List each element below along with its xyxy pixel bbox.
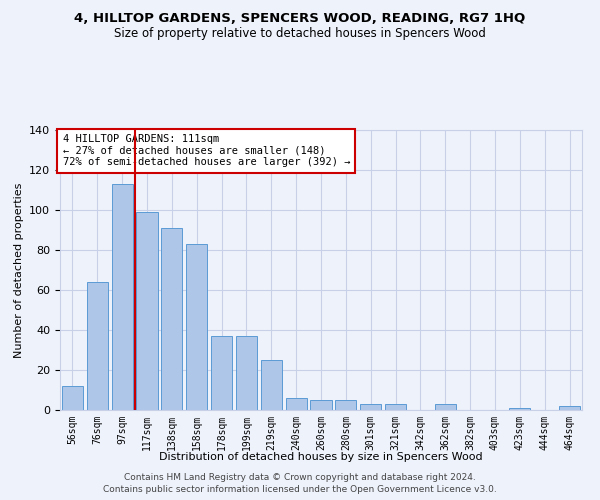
Bar bbox=[87, 282, 108, 410]
Bar bbox=[136, 212, 158, 410]
Bar bbox=[559, 406, 580, 410]
Bar bbox=[62, 386, 83, 410]
Bar bbox=[509, 408, 530, 410]
Bar bbox=[236, 336, 257, 410]
Bar bbox=[261, 360, 282, 410]
Text: Size of property relative to detached houses in Spencers Wood: Size of property relative to detached ho… bbox=[114, 28, 486, 40]
Bar bbox=[335, 400, 356, 410]
Bar bbox=[211, 336, 232, 410]
Text: Distribution of detached houses by size in Spencers Wood: Distribution of detached houses by size … bbox=[159, 452, 483, 462]
Bar bbox=[360, 404, 381, 410]
Text: 4 HILLTOP GARDENS: 111sqm
← 27% of detached houses are smaller (148)
72% of semi: 4 HILLTOP GARDENS: 111sqm ← 27% of detac… bbox=[62, 134, 350, 168]
Text: Contains HM Land Registry data © Crown copyright and database right 2024.: Contains HM Land Registry data © Crown c… bbox=[124, 472, 476, 482]
Bar bbox=[286, 398, 307, 410]
Bar bbox=[186, 244, 207, 410]
Bar bbox=[161, 228, 182, 410]
Bar bbox=[435, 404, 456, 410]
Text: Contains public sector information licensed under the Open Government Licence v3: Contains public sector information licen… bbox=[103, 485, 497, 494]
Bar bbox=[310, 400, 332, 410]
Bar bbox=[112, 184, 133, 410]
Text: 4, HILLTOP GARDENS, SPENCERS WOOD, READING, RG7 1HQ: 4, HILLTOP GARDENS, SPENCERS WOOD, READI… bbox=[74, 12, 526, 26]
Bar bbox=[385, 404, 406, 410]
Y-axis label: Number of detached properties: Number of detached properties bbox=[14, 182, 23, 358]
